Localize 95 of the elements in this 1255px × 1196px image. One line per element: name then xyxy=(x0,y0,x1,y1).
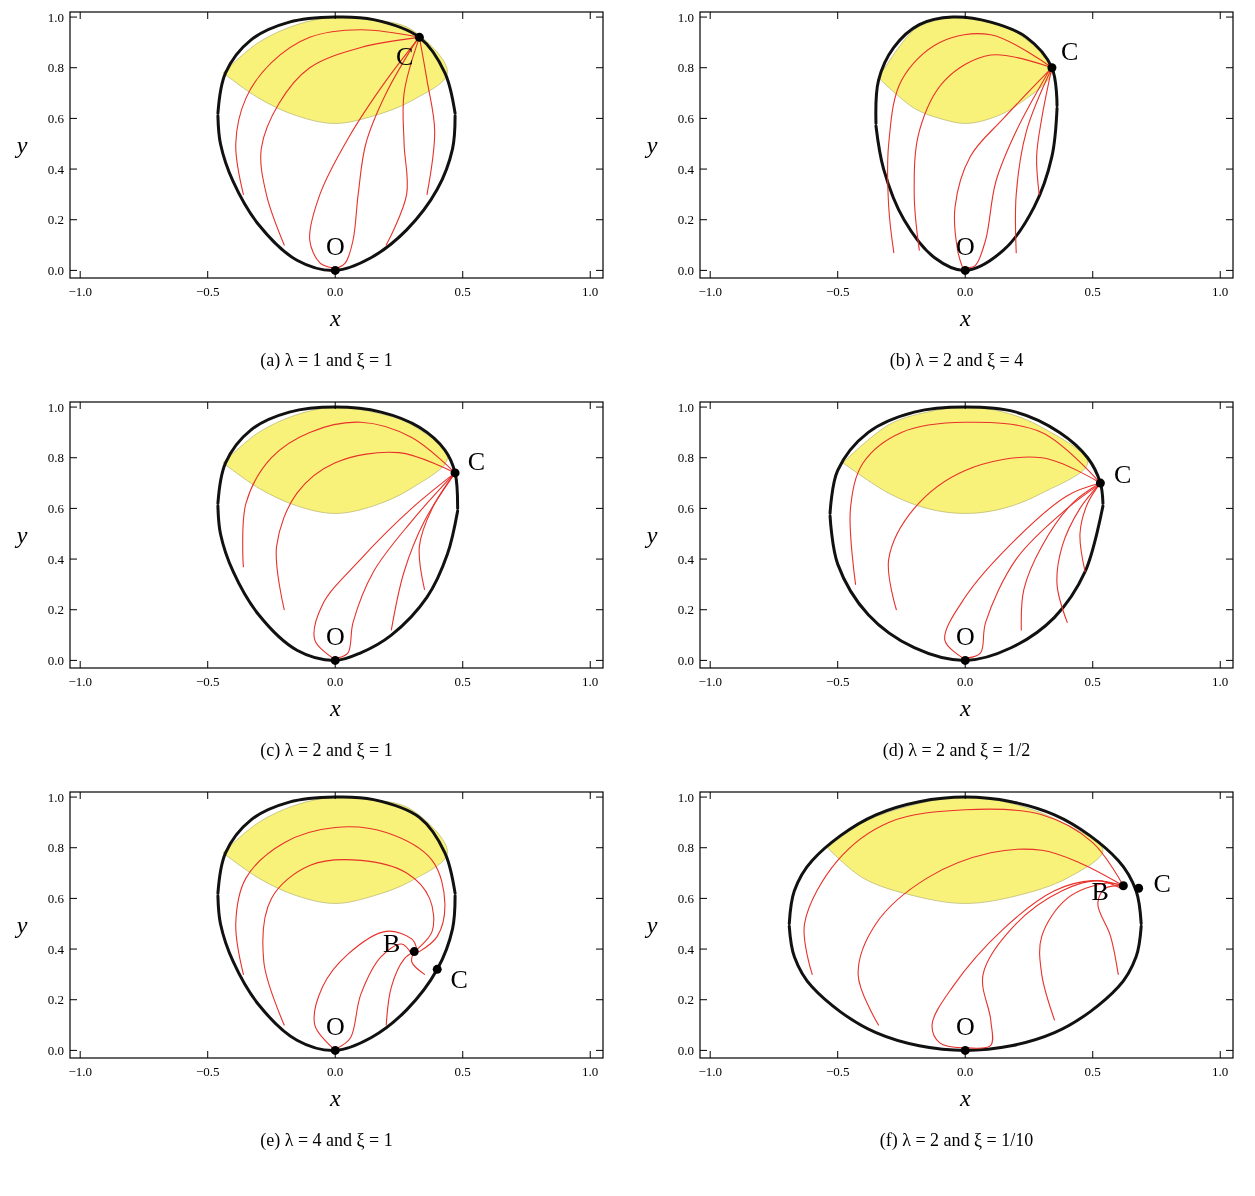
y-tick-label: 0.0 xyxy=(47,262,64,278)
x-tick-label: −0.5 xyxy=(195,284,220,299)
annotation: O xyxy=(326,621,345,651)
y-tick-label: 0.2 xyxy=(677,602,694,618)
x-tick-label: 1.0 xyxy=(582,284,599,299)
x-axis-title: x xyxy=(958,305,971,331)
x-tick-label: −1.0 xyxy=(698,284,722,299)
y-tick-label: 0.0 xyxy=(677,262,694,278)
y-tick-label: 0.8 xyxy=(47,450,64,466)
x-tick-label: 0.5 xyxy=(454,674,471,689)
x-tick-label: −0.5 xyxy=(195,674,220,689)
y-tick-label: 1.0 xyxy=(47,9,64,25)
y-tick-label: 1.0 xyxy=(47,399,64,415)
text: (b) λ = 2 and ξ = 4 xyxy=(889,350,1024,371)
y-axis-title: y xyxy=(14,522,28,548)
x-tick-label: 0.0 xyxy=(957,1064,974,1079)
annotation: C xyxy=(1153,868,1171,898)
x-tick-label: 1.0 xyxy=(1212,284,1229,299)
x-tick-label: −0.5 xyxy=(825,1064,850,1079)
x-tick-label: −1.0 xyxy=(68,1064,92,1079)
x-axis-title: x xyxy=(328,695,341,721)
text: (f) λ = 2 and ξ = 1/10 xyxy=(879,1130,1034,1151)
y-tick-label: 0.4 xyxy=(677,161,695,177)
x-tick-label: 0.0 xyxy=(327,674,344,689)
y-tick-label: 0.2 xyxy=(47,992,64,1008)
x-axis-title: x xyxy=(328,1085,341,1111)
y-tick-label: 0.2 xyxy=(47,602,64,618)
y-tick-label: 1.0 xyxy=(677,399,694,415)
y-tick-label: 0.6 xyxy=(47,890,65,906)
x-tick-label: −0.5 xyxy=(825,284,850,299)
y-axis-title: y xyxy=(14,132,28,158)
y-tick-label: 0.4 xyxy=(47,941,65,957)
y-tick-label: 0.4 xyxy=(47,551,65,567)
x-tick-label: 0.5 xyxy=(1084,1064,1101,1079)
x-tick-label: 0.5 xyxy=(454,1064,471,1079)
x-tick-label: 1.0 xyxy=(1212,674,1229,689)
x-tick-label: −1.0 xyxy=(68,284,92,299)
y-tick-label: 0.2 xyxy=(677,212,694,228)
y-axis-title: y xyxy=(14,912,28,938)
y-tick-label: 0.8 xyxy=(677,60,694,76)
annotation: O xyxy=(956,621,975,651)
x-tick-label: 1.0 xyxy=(1212,1064,1229,1079)
x-tick-label: 1.0 xyxy=(582,674,599,689)
text: (d) λ = 2 and ξ = 1/2 xyxy=(882,740,1031,761)
y-tick-label: 0.0 xyxy=(677,1042,694,1058)
y-tick-label: 0.0 xyxy=(47,1042,64,1058)
text: (a) λ = 1 and ξ = 1 xyxy=(260,350,393,371)
x-axis-title: x xyxy=(328,305,341,331)
y-tick-label: 0.6 xyxy=(47,110,65,126)
y-tick-label: 0.6 xyxy=(47,500,65,516)
y-tick-label: 0.8 xyxy=(47,840,64,856)
annotation: O xyxy=(956,1011,975,1041)
y-tick-label: 1.0 xyxy=(47,789,64,805)
y-axis-title: y xyxy=(644,132,658,158)
x-tick-label: −1.0 xyxy=(698,1064,722,1079)
x-tick-label: 0.5 xyxy=(1084,284,1101,299)
annotation: O xyxy=(326,1011,345,1041)
x-tick-label: 0.5 xyxy=(1084,674,1101,689)
x-tick-label: 0.5 xyxy=(454,284,471,299)
y-tick-label: 0.0 xyxy=(677,652,694,668)
y-tick-label: 0.2 xyxy=(677,992,694,1008)
y-tick-label: 0.8 xyxy=(677,840,694,856)
y-axis-title: y xyxy=(644,912,658,938)
y-tick-label: 0.8 xyxy=(47,60,64,76)
annotation: C xyxy=(450,964,468,994)
y-tick-label: 1.0 xyxy=(677,9,694,25)
x-tick-label: 1.0 xyxy=(582,1064,599,1079)
y-tick-label: 0.2 xyxy=(47,212,64,228)
x-tick-label: −1.0 xyxy=(698,674,722,689)
y-tick-label: 0.0 xyxy=(47,652,64,668)
x-tick-label: −0.5 xyxy=(825,674,850,689)
text: (c) λ = 2 and ξ = 1 xyxy=(260,740,393,761)
annotation: C xyxy=(1114,459,1132,489)
annotation: C xyxy=(1061,37,1079,67)
annotation: O xyxy=(956,231,975,261)
annotation: C xyxy=(467,447,486,477)
y-tick-label: 1.0 xyxy=(677,789,694,805)
x-axis-title: x xyxy=(958,695,971,721)
y-tick-label: 0.8 xyxy=(677,450,694,466)
y-tick-label: 0.6 xyxy=(677,890,695,906)
text: (e) λ = 4 and ξ = 1 xyxy=(260,1130,393,1151)
x-tick-label: 0.0 xyxy=(327,284,344,299)
x-tick-label: 0.0 xyxy=(957,284,974,299)
x-tick-label: 0.0 xyxy=(327,1064,344,1079)
x-tick-label: −0.5 xyxy=(195,1064,220,1079)
y-tick-label: 0.4 xyxy=(677,551,695,567)
x-tick-label: 0.0 xyxy=(957,674,974,689)
y-tick-label: 0.4 xyxy=(47,161,65,177)
y-axis-title: y xyxy=(644,522,658,548)
y-tick-label: 0.6 xyxy=(677,110,695,126)
x-axis-title: x xyxy=(958,1085,971,1111)
y-tick-label: 0.6 xyxy=(677,500,695,516)
y-tick-label: 0.4 xyxy=(677,941,695,957)
x-tick-label: −1.0 xyxy=(68,674,92,689)
annotation: O xyxy=(326,231,345,261)
